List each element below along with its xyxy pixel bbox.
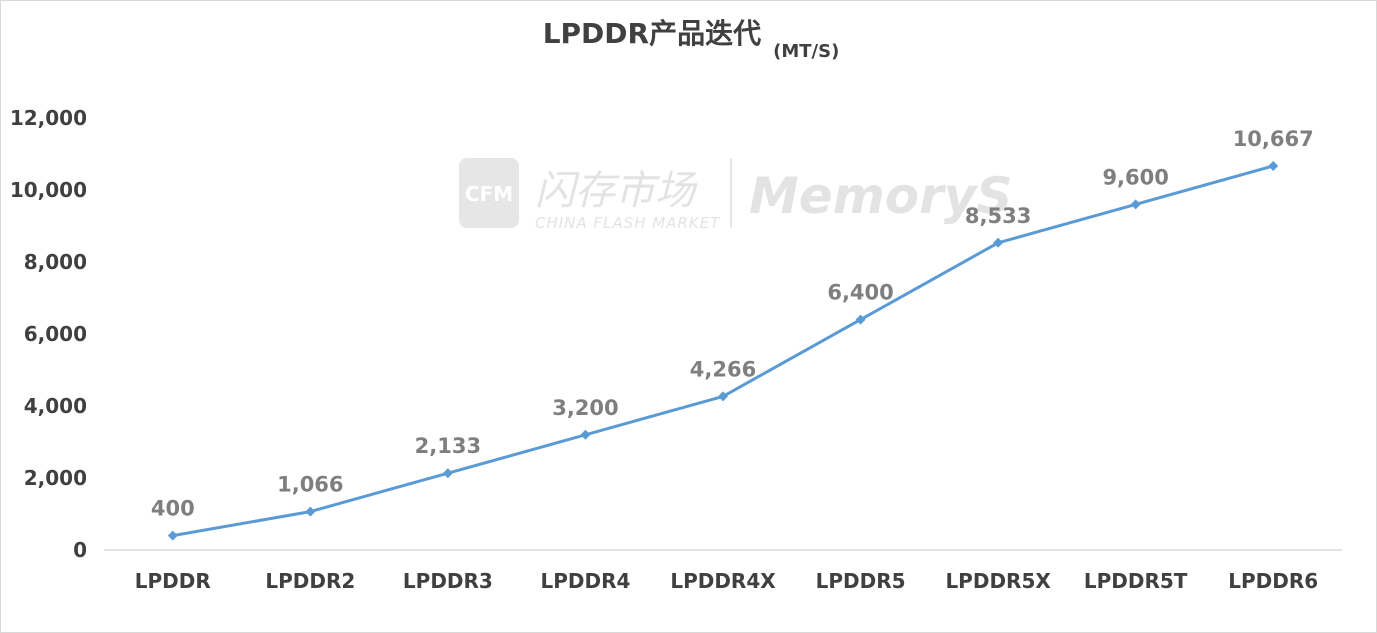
- data-point: [1268, 160, 1279, 171]
- x-tick-label: LPDDR4: [540, 569, 630, 593]
- data-point: [993, 237, 1004, 248]
- cfm-logo-icon: CFM: [459, 158, 519, 228]
- y-tick-label: 6,000: [24, 322, 87, 346]
- y-tick-label: 2,000: [24, 466, 87, 490]
- data-label: 10,667: [1233, 127, 1314, 151]
- chart-title-group: LPDDR产品迭代 (MT/S): [543, 17, 840, 62]
- chart-subtitle: (MT/S): [773, 41, 839, 62]
- x-tick-label: LPDDR4X: [670, 569, 776, 593]
- data-point: [167, 530, 178, 541]
- y-tick-label: 8,000: [24, 250, 87, 274]
- y-axis: 0 2,000 4,000 6,000 8,000 10,000 12,000: [10, 106, 87, 562]
- watermark: CFM 闪存市场 CHINA FLASH MARKET MemoryS: [459, 158, 1012, 232]
- y-tick-label: 4,000: [24, 394, 87, 418]
- data-label: 1,066: [277, 473, 343, 497]
- watermark-en-text: CHINA FLASH MARKET: [535, 214, 721, 232]
- data-point: [580, 429, 591, 440]
- data-points: [167, 160, 1279, 541]
- y-tick-label: 0: [73, 538, 87, 562]
- data-label: 4,266: [690, 357, 756, 381]
- data-label: 3,200: [552, 396, 618, 420]
- x-tick-label: LPDDR3: [403, 569, 493, 593]
- x-tick-label: LPDDR5T: [1084, 569, 1188, 593]
- x-tick-label: LPDDR2: [265, 569, 355, 593]
- watermark-logo-text: CFM: [465, 182, 513, 206]
- data-point: [305, 506, 316, 517]
- watermark-brand-text: MemoryS: [749, 167, 1012, 225]
- data-point: [718, 391, 728, 402]
- data-label: 9,600: [1102, 165, 1168, 189]
- x-tick-label: LPDDR6: [1228, 569, 1318, 593]
- x-axis: LPDDR LPDDR2 LPDDR3 LPDDR4 LPDDR4X LPDDR5 LPDD…: [135, 569, 1318, 593]
- data-label: 2,133: [415, 434, 481, 458]
- data-label: 6,400: [827, 281, 893, 305]
- data-label: 400: [151, 497, 195, 521]
- data-label: 8,533: [965, 204, 1031, 228]
- x-tick-label: LPDDR5: [816, 569, 906, 593]
- chart-title: LPDDR产品迭代: [543, 17, 761, 50]
- watermark-cn-text: 闪存市场: [535, 168, 698, 214]
- x-tick-label: LPDDR5X: [945, 569, 1051, 593]
- y-tick-label: 10,000: [10, 178, 87, 202]
- y-tick-label: 12,000: [10, 106, 87, 130]
- data-point: [1130, 199, 1141, 210]
- x-tick-label: LPDDR: [135, 569, 211, 593]
- data-point: [855, 314, 866, 325]
- data-labels: 400 1,066 2,133 3,200 4,266 6,400 8,533 9,600 10…: [151, 127, 1314, 521]
- data-point: [442, 468, 453, 479]
